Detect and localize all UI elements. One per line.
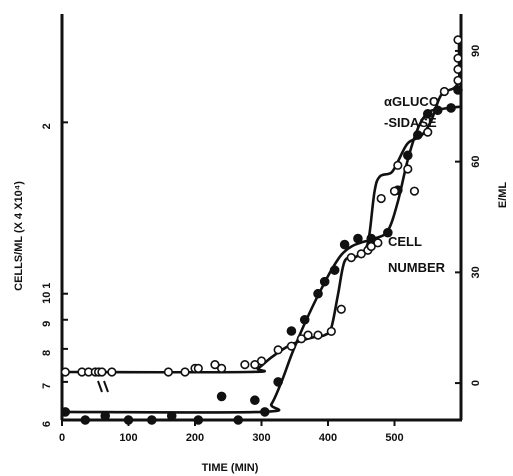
series-0-point-14 (313, 288, 323, 299)
left-tick-label-3: 9 (41, 321, 53, 327)
series-1-point-6 (107, 367, 117, 377)
left-tick-label-5: 1 (41, 283, 53, 289)
annotation-glucosidase-line1: αGLUCO (384, 94, 439, 109)
left-tick-label-0: 6 (41, 421, 53, 427)
series-0-point-15 (319, 276, 330, 287)
series-1-point-10 (193, 363, 203, 373)
series-1-point-21 (326, 326, 336, 337)
series-1-point-22 (336, 304, 346, 314)
series-0-point-0 (60, 407, 71, 417)
x-tick-label-0: 0 (59, 432, 65, 444)
axis-break-mark (97, 380, 109, 393)
series-1-point-19 (303, 330, 313, 340)
series-points (60, 35, 463, 425)
series-0-point-26 (446, 103, 456, 113)
series-1-point-35 (453, 53, 463, 63)
series-0-point-27 (453, 85, 463, 95)
series-0-point-24 (422, 109, 433, 119)
series-1-point-30 (393, 160, 403, 170)
right-tick-label-2: 60 (470, 156, 482, 168)
series-0-point-8 (233, 415, 244, 425)
series-1-point-5 (97, 367, 107, 377)
series-1-point-27 (373, 238, 383, 248)
series-1-point-23 (346, 253, 356, 263)
series-0-point-9 (250, 395, 260, 406)
left-tick-label-2: 8 (41, 350, 53, 356)
x-tick-label-4: 400 (319, 432, 337, 444)
series-0-point-23 (412, 130, 423, 140)
series-1-point-8 (180, 367, 190, 377)
x-tick-label-1: 100 (119, 432, 137, 444)
series-0-point-22 (403, 150, 413, 161)
series-0-point-7 (216, 391, 227, 402)
series-1-point-33 (423, 127, 433, 137)
x-tick-label-5: 500 (385, 432, 403, 444)
series-0-point-1 (80, 415, 91, 425)
series-1-point-20 (313, 330, 323, 340)
series-1-point-13 (240, 360, 250, 370)
series-1-point-7 (163, 367, 173, 377)
series-1-point-18 (296, 334, 307, 344)
annotation-cell-number-line1: CELL (388, 234, 422, 249)
series-1-point-12 (217, 363, 227, 373)
series-0-point-25 (432, 105, 443, 116)
series-0-point-13 (299, 314, 310, 325)
series-1-point-24 (356, 249, 366, 259)
right-axis-ticks: 0 30 60 90 (455, 45, 482, 386)
right-tick-label-1: 30 (470, 266, 482, 278)
series-0-point-4 (146, 415, 157, 425)
left-axis-ticks: 6 7 8 9 10 1 2 (41, 121, 68, 427)
right-tick-label-0: 0 (470, 380, 482, 386)
annotation-glucosidase-line2: -SIDASE (384, 115, 437, 130)
x-axis-ticks: 0 100 200 300 400 500 (59, 420, 404, 444)
series-1-point-26 (366, 241, 376, 252)
series-1-point-16 (273, 345, 283, 355)
series-1-point-11 (210, 360, 220, 370)
series-0-point-6 (193, 415, 204, 425)
series-0-point-17 (339, 239, 350, 250)
annotation-glucosidase: αGLUCO -SIDASE (384, 94, 439, 130)
left-tick-label-6: 2 (41, 123, 53, 129)
series-1-curve (60, 42, 461, 374)
series-0-point-5 (166, 411, 177, 421)
series-1-point-0 (60, 367, 70, 377)
series-0-point-18 (353, 233, 363, 244)
series-1-point-17 (286, 341, 297, 351)
series-1-point-36 (453, 75, 463, 86)
series-1-point-28 (376, 193, 386, 204)
series-0-point-3 (123, 415, 134, 425)
right-tick-label-3: 90 (470, 45, 482, 57)
series-1-point-15 (256, 356, 267, 366)
series-0-point-2 (100, 411, 111, 421)
series-0-point-12 (286, 326, 297, 336)
series-1-point-29 (389, 186, 400, 196)
right-axis-title: E/ML (497, 182, 509, 209)
annotation-cell-number-line2: NUMBER (388, 260, 446, 275)
series-0-point-20 (383, 227, 393, 238)
series-1-point-14 (250, 360, 260, 370)
left-tick-label-1: 7 (41, 383, 53, 389)
series-1-point-31 (403, 164, 413, 174)
series-0-point-10 (260, 407, 270, 417)
series-0-point-11 (273, 377, 283, 387)
x-tick-label-3: 300 (252, 432, 270, 444)
annotation-cell-number: CELL NUMBER (388, 234, 446, 275)
series-1-point-34 (439, 86, 449, 97)
x-tick-label-2: 200 (186, 432, 204, 444)
left-axis-title: CELLS/ML (X 4 X10⁴) (13, 181, 25, 291)
series-0-point-16 (329, 265, 340, 275)
left-tick-label-4: 10 (41, 292, 53, 304)
series-1-point-37 (453, 64, 463, 74)
x-axis-title: TIME (MIN) (202, 462, 259, 474)
series-1-point-32 (409, 186, 420, 196)
series-1-point-38 (453, 35, 463, 45)
